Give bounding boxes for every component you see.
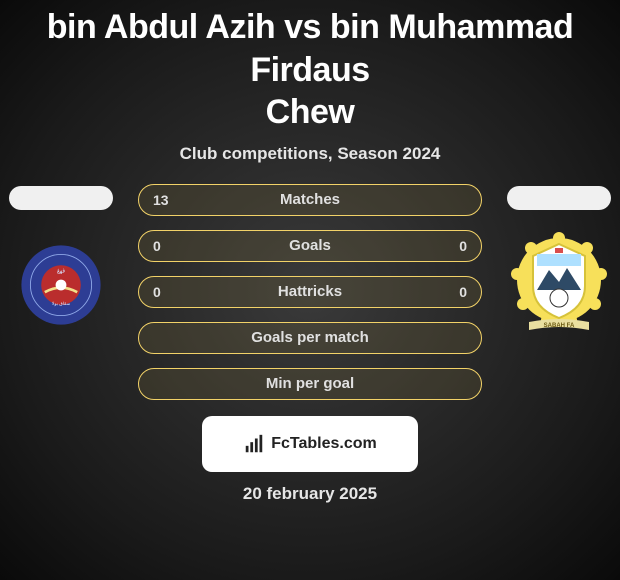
stats-area: ڤهڠ سڤاق بوﻻ	[0, 184, 620, 400]
bar-chart-icon	[243, 433, 265, 455]
crest-right-ribbon-text: SABAH FA	[544, 323, 575, 329]
right-team-crest: SABAH FA	[509, 240, 609, 330]
stat-left-value: 0	[153, 238, 161, 254]
crest-right-flag	[555, 248, 563, 253]
crest-left-band-text: ڤهڠ	[57, 268, 65, 274]
brand-text: FcTables.com	[271, 435, 377, 453]
stat-label: Goals per match	[251, 329, 369, 346]
stat-left-value: 13	[153, 192, 169, 208]
page-title: bin Abdul Azih vs bin Muhammad Firdaus C…	[0, 0, 620, 134]
stat-row: Min per goal	[138, 368, 482, 400]
stat-row: 13 Matches	[138, 184, 482, 216]
right-player-slot: SABAH FA	[504, 184, 614, 330]
stat-label: Matches	[280, 191, 340, 208]
subtitle: Club competitions, Season 2024	[180, 144, 441, 164]
crest-left-ball	[56, 279, 67, 290]
title-line-1: bin Abdul Azih vs bin Muhammad Firdaus	[47, 8, 573, 89]
date-text: 20 february 2025	[243, 484, 377, 504]
crest-right-svg: SABAH FA	[509, 230, 609, 340]
left-name-pill	[9, 186, 113, 210]
stat-label: Goals	[289, 237, 331, 254]
title-line-2: Chew	[266, 93, 355, 131]
stat-row: 0 Hattricks 0	[138, 276, 482, 308]
stat-right-value: 0	[459, 238, 467, 254]
brand-card[interactable]: FcTables.com	[202, 416, 418, 472]
crest-right-sky	[537, 254, 581, 266]
crest-left-svg: ڤهڠ سڤاق بوﻻ	[11, 240, 111, 330]
stat-row: 0 Goals 0	[138, 230, 482, 262]
comparison-card: bin Abdul Azih vs bin Muhammad Firdaus C…	[0, 0, 620, 580]
stat-left-value: 0	[153, 284, 161, 300]
stat-label: Min per goal	[266, 375, 354, 392]
right-name-pill	[507, 186, 611, 210]
stat-label: Hattricks	[278, 283, 342, 300]
stat-right-value: 0	[459, 284, 467, 300]
crest-right-ball	[550, 289, 568, 307]
left-team-crest: ڤهڠ سڤاق بوﻻ	[11, 240, 111, 330]
stat-row: Goals per match	[138, 322, 482, 354]
left-player-slot: ڤهڠ سڤاق بوﻻ	[6, 184, 116, 330]
